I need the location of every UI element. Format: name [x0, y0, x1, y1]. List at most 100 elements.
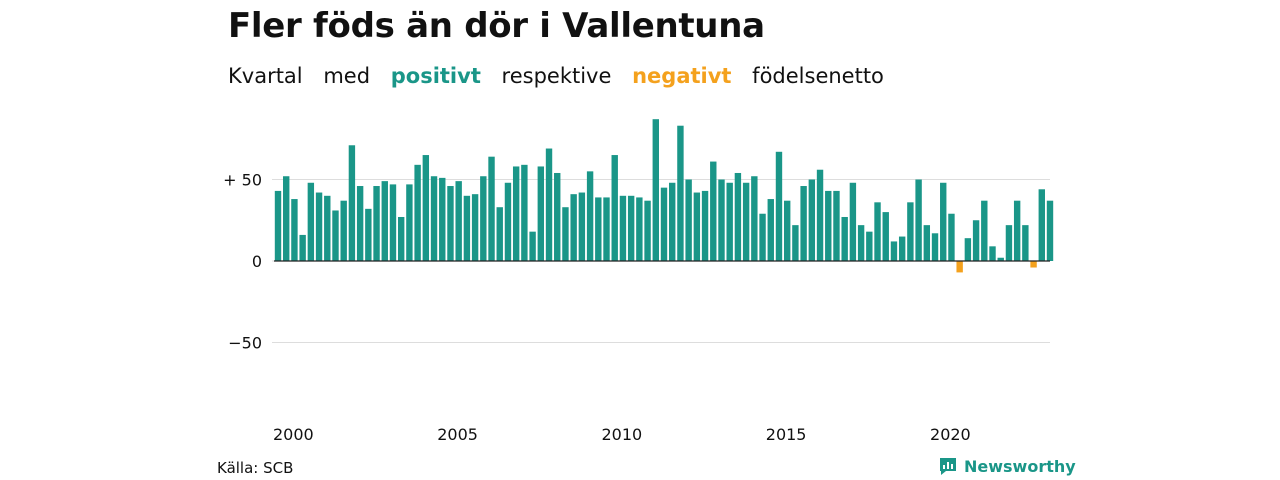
bar-positive — [504, 182, 512, 261]
bar-positive — [874, 202, 881, 261]
bar-positive — [734, 172, 742, 261]
bar-positive — [447, 186, 454, 261]
bar-positive — [1046, 200, 1054, 261]
bar-positive — [397, 216, 405, 261]
bar-positive — [808, 179, 816, 261]
bar-positive — [775, 151, 783, 261]
bar-positive — [685, 179, 692, 261]
bar-positive — [890, 241, 898, 261]
bar-positive — [972, 220, 980, 261]
bar-positive — [291, 199, 298, 261]
legend-negative: negativt — [632, 64, 732, 88]
newsworthy-logo-icon — [940, 458, 956, 475]
bar-positive — [693, 192, 701, 261]
bar-positive — [274, 190, 282, 261]
bar-positive — [595, 197, 602, 261]
bar-positive — [701, 190, 709, 261]
bar-positive — [521, 164, 528, 261]
bar-positive — [841, 216, 848, 261]
axis-labels: + 50 0 −50 2000 2005 2010 2015 2020 — [223, 171, 971, 445]
subtitle-word: respektive — [501, 64, 612, 88]
bar-positive — [471, 194, 479, 261]
bar-positive — [751, 176, 758, 261]
bar-positive — [430, 176, 438, 261]
bar-positive — [570, 194, 577, 261]
bar-positive — [677, 125, 684, 262]
bar-positive — [554, 172, 561, 261]
bar-positive — [866, 231, 873, 261]
bar-positive — [718, 179, 725, 261]
bar-positive — [931, 233, 939, 261]
bar-positive — [463, 195, 471, 261]
bar-positive — [981, 200, 988, 261]
brand-name: Newsworthy — [964, 456, 1076, 476]
bar-positive — [849, 182, 857, 261]
bar-positive — [710, 161, 717, 261]
bar-positive — [1022, 225, 1029, 261]
bar-positive — [307, 182, 315, 261]
bar-positive — [948, 213, 955, 261]
bar-positive — [923, 225, 931, 261]
bar-positive — [578, 192, 586, 261]
bar-positive — [496, 207, 503, 261]
bar-positive — [857, 225, 865, 261]
bar-positive — [406, 184, 413, 261]
bar-positive — [726, 182, 733, 261]
x-tick-label: 2005 — [437, 425, 478, 444]
legend-positive: positivt — [390, 64, 481, 88]
chart-title: Fler föds än dör i Vallentuna — [228, 6, 765, 46]
bar-positive — [1005, 225, 1013, 261]
bar-positive — [414, 164, 421, 261]
bar-positive — [1038, 189, 1045, 261]
bar-positive — [767, 199, 774, 261]
subtitle-word: med — [323, 64, 371, 88]
bar-positive — [373, 186, 380, 261]
y-tick-label: 0 — [252, 252, 262, 271]
bar-positive — [742, 182, 750, 261]
bar-positive — [898, 236, 906, 261]
bar-positive — [529, 231, 536, 261]
bar-positive — [381, 181, 388, 261]
bar-positive — [783, 200, 791, 261]
bar-positive — [512, 166, 520, 261]
bar-negative — [1030, 261, 1037, 268]
y-tick-label: −50 — [228, 334, 262, 353]
x-tick-label: 2000 — [273, 425, 314, 444]
bar-positive — [315, 192, 323, 261]
bar-positive — [997, 257, 1004, 261]
bar-positive — [603, 197, 610, 261]
bar-positive — [940, 182, 947, 261]
bar-positive — [332, 210, 339, 261]
bar-positive — [915, 179, 922, 261]
bar-positive — [1013, 200, 1021, 261]
bar-positive — [340, 200, 347, 261]
bar-positive — [439, 177, 446, 261]
bar-positive — [422, 155, 430, 261]
bar-positive — [636, 197, 643, 261]
bar-positive — [652, 119, 659, 261]
bar-positive — [365, 208, 372, 261]
y-tick-label: + 50 — [223, 171, 262, 190]
x-tick-label: 2010 — [602, 425, 643, 444]
bar-positive — [989, 246, 996, 261]
bar-positive — [283, 176, 290, 261]
bar-positive — [882, 212, 889, 261]
bar-positive — [586, 171, 594, 261]
bar-positive — [627, 195, 635, 261]
bar-positive — [800, 186, 807, 261]
bar-negative — [956, 261, 963, 273]
bar-positive — [455, 181, 462, 261]
bar-positive — [299, 234, 306, 261]
x-tick-label: 2020 — [930, 425, 971, 444]
bar-positive — [759, 213, 766, 261]
bar-positive — [669, 182, 676, 261]
bars — [274, 119, 1054, 273]
bar-positive — [816, 169, 824, 261]
bar-positive — [545, 148, 553, 261]
bar-positive — [562, 207, 569, 261]
bar-positive — [825, 190, 832, 261]
bar-positive — [389, 184, 397, 261]
bar-positive — [488, 156, 495, 261]
bar-positive — [907, 202, 914, 261]
